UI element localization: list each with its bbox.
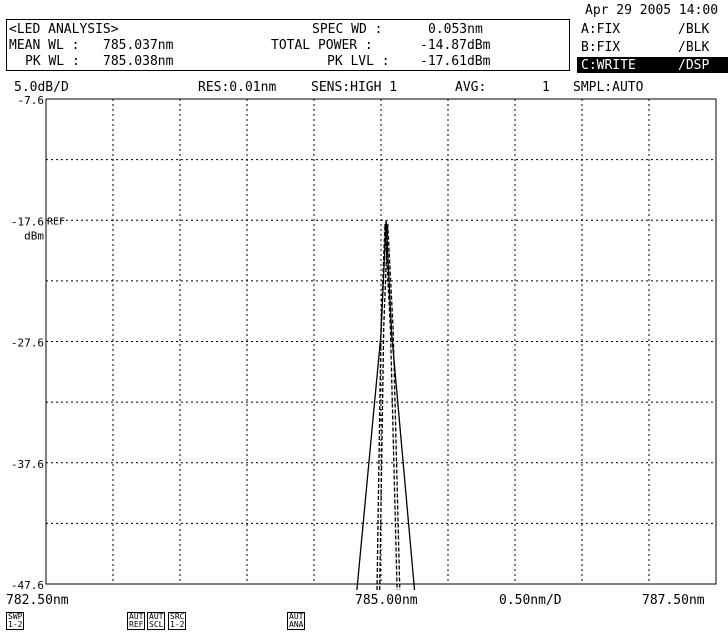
- pk-wl-value: 785.038nm: [103, 54, 174, 69]
- trace-a-name: A:FIX: [581, 22, 621, 37]
- y-tick-label: -37.6: [11, 458, 44, 471]
- spec-wd-label: SPEC WD :: [312, 22, 383, 37]
- pk-wl-label: PK WL :: [25, 54, 80, 69]
- ref-level-label: REF: [47, 216, 65, 227]
- analysis-panel: [6, 19, 570, 71]
- spec-wd-value: 0.053nm: [428, 22, 483, 37]
- average-label: AVG:: [455, 80, 487, 95]
- spectrum-trace-3: [379, 223, 401, 591]
- auto-ref-softkey[interactable]: AUT REF: [127, 612, 146, 630]
- pk-lvl-value: -17.61dBm: [420, 54, 491, 69]
- resolution-setting: RES:0.01nm: [198, 80, 277, 95]
- y-tick-label: -17.6: [11, 215, 44, 228]
- analysis-title: <LED ANALYSIS>: [9, 22, 119, 37]
- sampling-setting: SMPL:AUTO: [573, 80, 644, 95]
- y-unit-label: dBm: [24, 229, 44, 242]
- spectrum-trace-1: [356, 220, 416, 591]
- total-power-label: TOTAL POWER :: [271, 38, 373, 53]
- x-tick-center: 785.00nm: [355, 593, 418, 608]
- source-softkey[interactable]: SRC 1-2: [168, 612, 187, 630]
- average-value: 1: [542, 80, 550, 95]
- trace-c-mode: /DSP: [678, 58, 710, 73]
- pk-lvl-label: PK LVL :: [327, 54, 390, 69]
- total-power-value: -14.87dBm: [420, 38, 491, 53]
- x-tick-right: 787.50nm: [642, 593, 705, 608]
- y-tick-label: -7.6: [18, 94, 45, 107]
- chart-traces: [356, 220, 416, 591]
- spectrum-trace-2: [376, 223, 398, 591]
- trace-b-mode: /BLK: [678, 40, 710, 55]
- datetime: Apr 29 2005 14:00: [585, 3, 719, 18]
- sensitivity-setting: SENS:HIGH 1: [311, 80, 398, 95]
- trace-c-name: C:WRITE: [581, 58, 636, 73]
- trace-a-mode: /BLK: [678, 22, 710, 37]
- sweep-softkey[interactable]: SWP 1-2: [6, 612, 25, 630]
- mean-wl-label: MEAN WL :: [9, 38, 80, 53]
- auto-scale-softkey[interactable]: AUT SCL: [147, 612, 166, 630]
- y-tick-label: -27.6: [11, 337, 44, 350]
- x-tick-left: 782.50nm: [6, 593, 69, 608]
- x-span-per-div: 0.50nm/D: [499, 593, 562, 608]
- auto-analysis-softkey[interactable]: AUT ANA: [287, 612, 306, 630]
- y-tick-label: -47.6: [11, 579, 44, 592]
- trace-b-name: B:FIX: [581, 40, 621, 55]
- scale-setting: 5.0dB/D: [14, 80, 69, 95]
- mean-wl-value: 785.037nm: [103, 38, 174, 53]
